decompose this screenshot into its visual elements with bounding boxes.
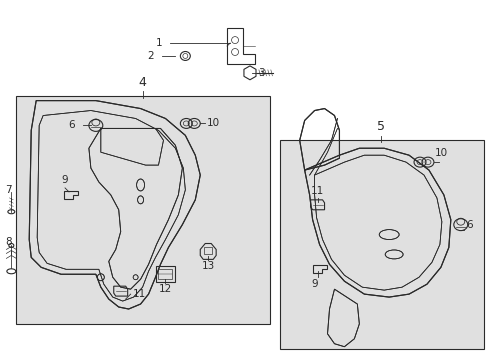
Text: 11: 11: [311, 186, 324, 196]
Text: 6: 6: [68, 121, 75, 130]
Text: 6: 6: [467, 220, 473, 230]
Text: 10: 10: [435, 148, 448, 158]
Text: 10: 10: [207, 118, 220, 129]
Bar: [280, 140, 484, 349]
Text: 9: 9: [311, 279, 318, 289]
Text: 11: 11: [133, 289, 146, 299]
Bar: [158, 269, 172, 279]
Bar: [16, 96, 270, 324]
Text: 1: 1: [156, 38, 163, 48]
Text: 9: 9: [62, 175, 68, 185]
Bar: [155, 266, 175, 282]
Bar: [204, 247, 212, 255]
Text: 5: 5: [377, 120, 385, 133]
Text: 12: 12: [159, 284, 172, 294]
Text: 7: 7: [5, 185, 12, 195]
Text: 2: 2: [147, 51, 153, 61]
Text: 3: 3: [258, 68, 265, 78]
Text: 4: 4: [139, 76, 147, 89]
Text: 13: 13: [201, 261, 215, 271]
Text: 8: 8: [5, 238, 12, 247]
